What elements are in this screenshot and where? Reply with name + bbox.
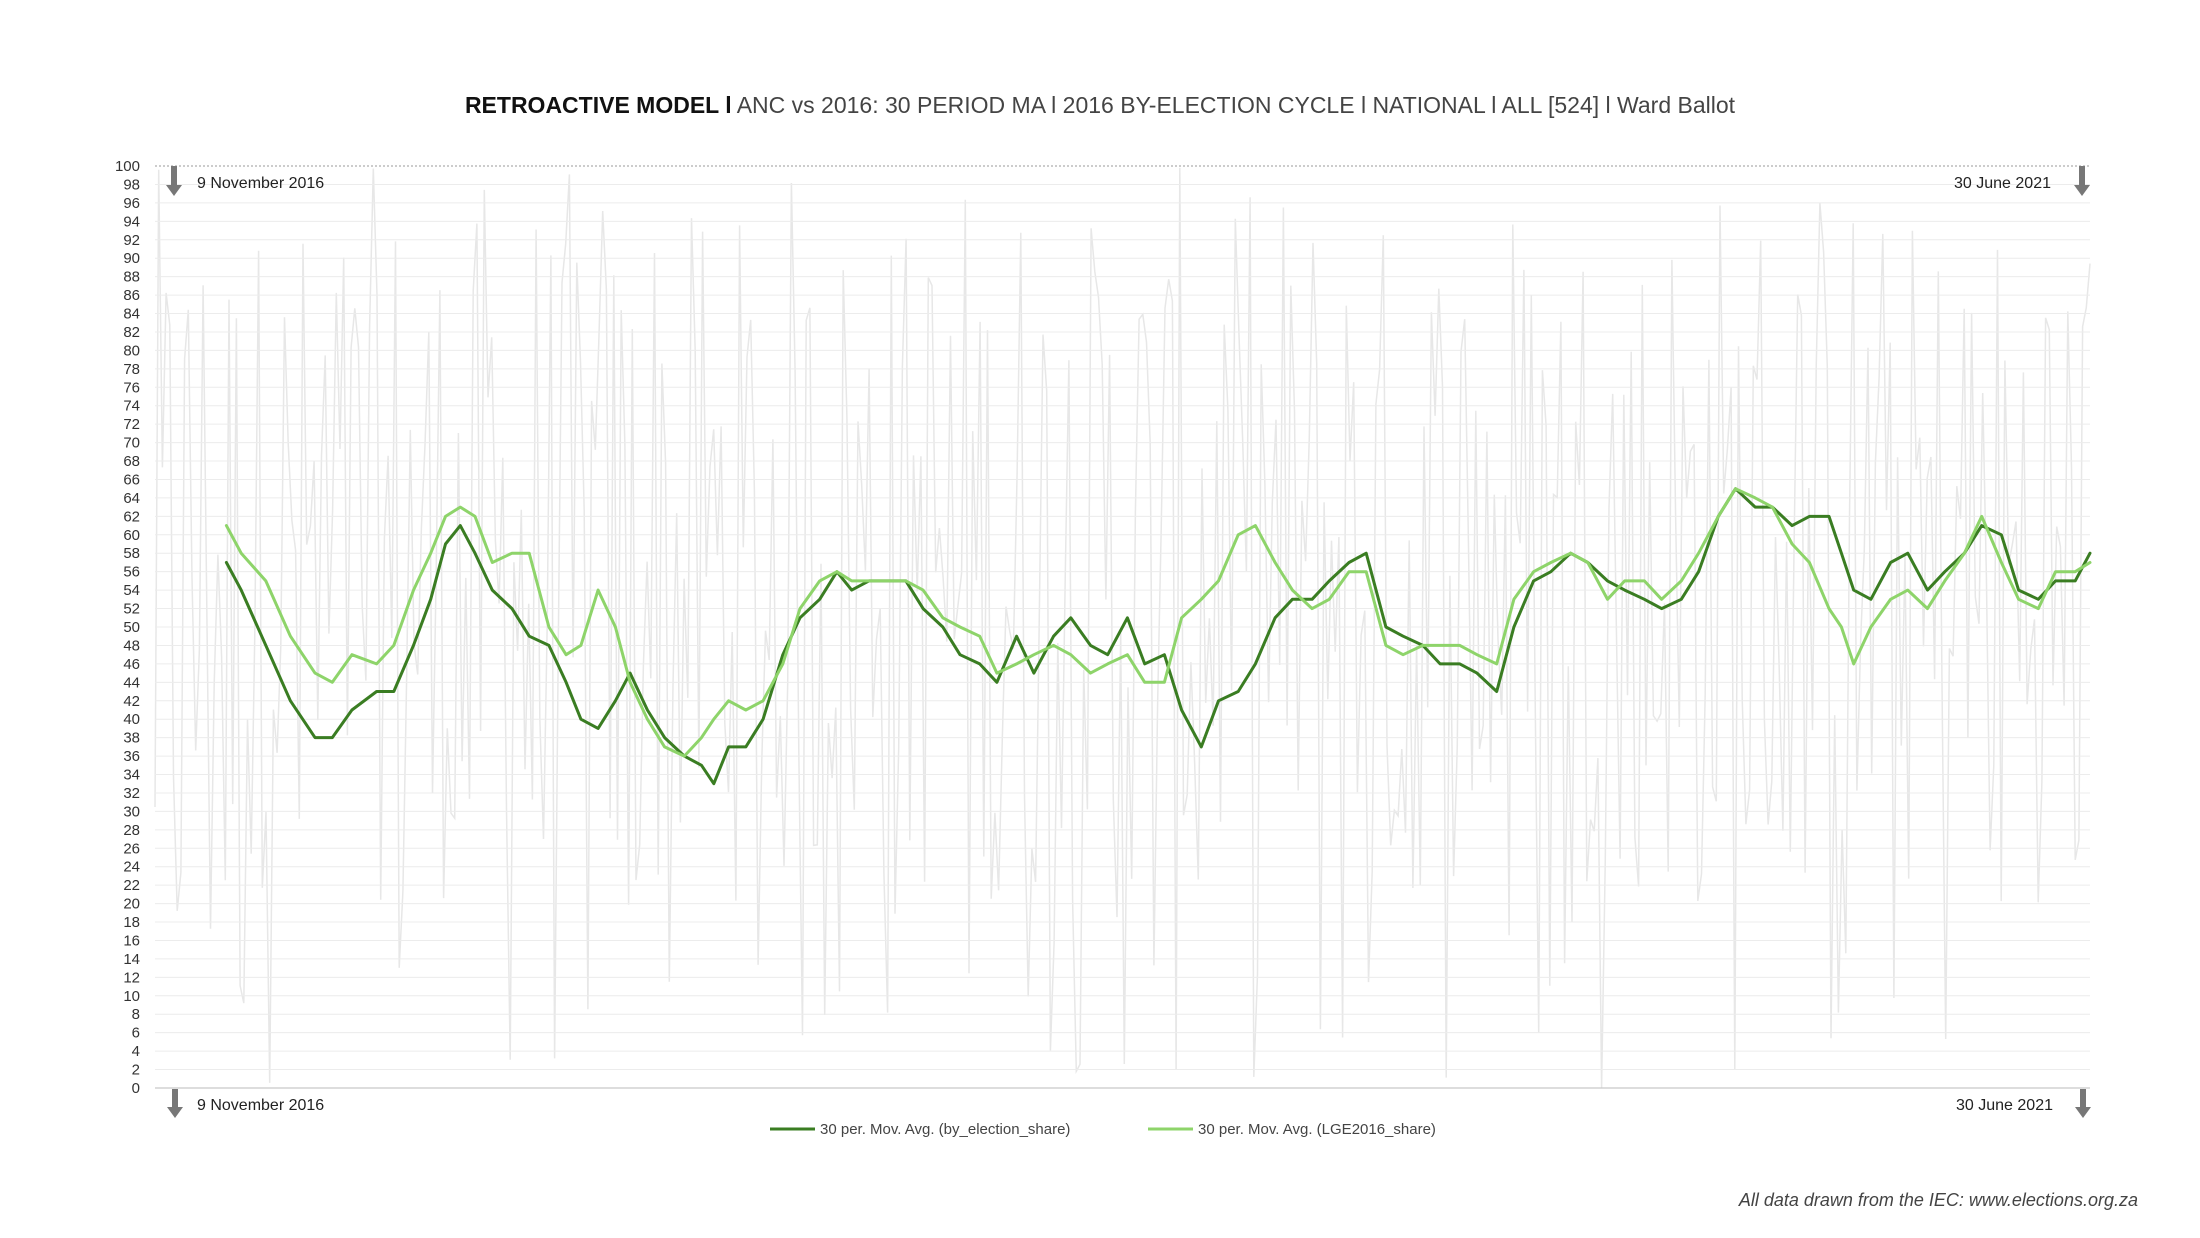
y-tick-label: 14 [123,951,140,968]
y-tick-label: 24 [123,859,140,876]
y-tick-label: 60 [123,527,140,544]
y-tick-label: 12 [123,969,140,986]
y-tick-label: 50 [123,619,140,636]
y-tick-label: 4 [132,1043,140,1060]
y-tick-label: 8 [132,1006,140,1023]
y-tick-label: 16 [123,932,140,949]
y-tick-label: 26 [123,840,140,857]
y-tick-label: 94 [123,213,140,230]
y-tick-label: 100 [115,158,140,175]
start-date-label-top: 9 November 2016 [197,175,324,192]
y-tick-label: 70 [123,435,140,452]
y-tick-label: 10 [123,988,140,1005]
y-tick-label: 76 [123,379,140,396]
y-tick-label: 80 [123,342,140,359]
y-tick-label: 90 [123,250,140,267]
y-tick-label: 54 [123,582,140,599]
y-tick-label: 52 [123,601,140,618]
y-tick-label: 66 [123,471,140,488]
y-tick-label: 74 [123,398,140,415]
y-tick-label: 82 [123,324,140,341]
start-date-label-bottom: 9 November 2016 [197,1097,324,1114]
y-tick-label: 36 [123,748,140,765]
legend: 30 per. Mov. Avg. (by_election_share) 30… [770,1121,1436,1138]
y-tick-label: 62 [123,508,140,525]
y-tick-label: 84 [123,306,140,323]
end-date-label-bottom: 30 June 2021 [1956,1097,2053,1114]
series-line-lge2016-share [224,487,2092,758]
y-tick-label: 92 [123,232,140,249]
y-tick-label: 64 [123,490,140,507]
start-marker-top: 9 November 2016 [166,166,324,196]
y-tick-label: 6 [132,1025,140,1042]
y-tick-label: 48 [123,637,140,654]
y-tick-label: 44 [123,674,140,691]
series-line-by-election-share [224,487,2092,786]
y-tick-label: 58 [123,545,140,562]
y-tick-label: 96 [123,195,140,212]
y-tick-label: 98 [123,176,140,193]
chart-title-bold: RETROACTIVE MODEL l [464,92,732,118]
y-tick-label: 20 [123,896,140,913]
source-footnote: All data drawn from the IEC: www.electio… [1738,1190,2138,1210]
y-tick-label: 32 [123,785,140,802]
y-tick-label: 30 [123,803,140,820]
y-tick-label: 78 [123,361,140,378]
y-tick-label: 38 [123,730,140,747]
y-tick-label: 0 [132,1080,140,1097]
y-tick-label: 72 [123,416,140,433]
y-tick-label: 42 [123,693,140,710]
y-tick-label: 34 [123,767,140,784]
y-tick-label: 2 [132,1062,140,1079]
y-tick-label: 88 [123,269,140,286]
start-marker-bottom: 9 November 2016 [167,1089,324,1118]
down-arrow-icon [167,1089,183,1118]
y-tick-label: 46 [123,656,140,673]
y-tick-label: 22 [123,877,140,894]
y-tick-label: 18 [123,914,140,931]
y-tick-label: 56 [123,564,140,581]
grid-layer [155,165,2090,1089]
legend-label-lge2016: 30 per. Mov. Avg. (LGE2016_share) [1198,1121,1436,1138]
end-marker-bottom: 30 June 2021 [1956,1089,2091,1118]
chart-title: RETROACTIVE MODEL l ANC vs 2016: 30 PERI… [0,92,2200,119]
y-tick-label: 28 [123,822,140,839]
series-layer [224,487,2092,786]
down-arrow-icon [2074,166,2090,196]
y-tick-label: 68 [123,453,140,470]
down-arrow-icon [166,166,182,196]
y-axis-ticks: 0246810121416182022242628303234363840424… [115,158,140,1097]
down-arrow-icon [2075,1089,2091,1118]
end-date-label-top: 30 June 2021 [1954,175,2051,192]
y-tick-label: 86 [123,287,140,304]
legend-label-by-election: 30 per. Mov. Avg. (by_election_share) [820,1121,1070,1138]
end-marker-top: 30 June 2021 [1954,166,2090,196]
chart-title-rest: ANC vs 2016: 30 PERIOD MA l 2016 BY-ELEC… [731,92,1736,118]
y-tick-label: 40 [123,711,140,728]
